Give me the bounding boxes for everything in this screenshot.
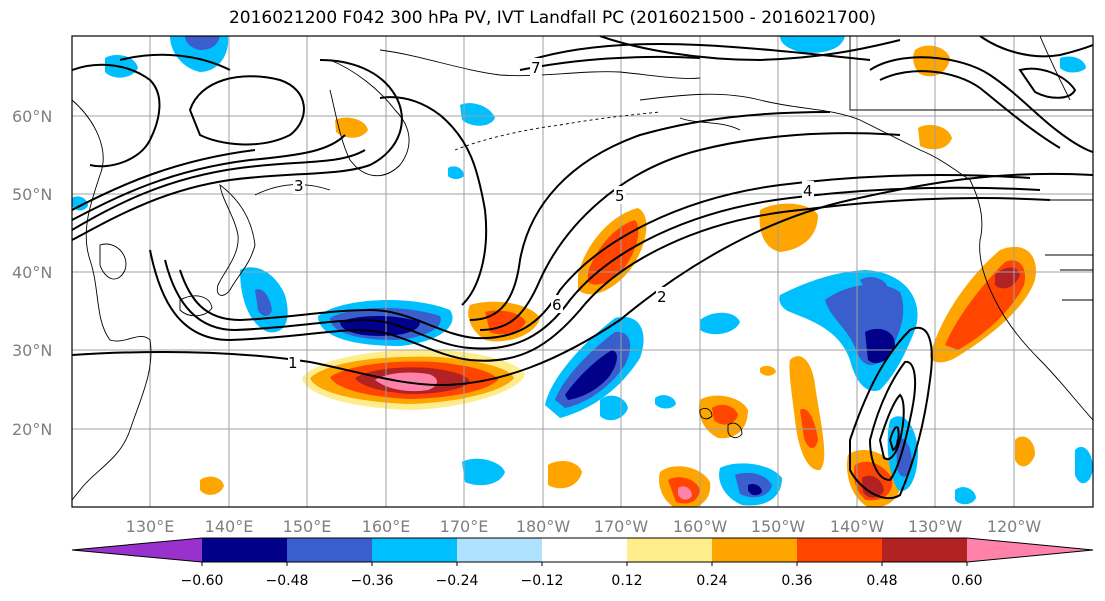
lon-label-150w: 150°W: [751, 517, 806, 536]
lat-label-20n: 20°N: [12, 420, 52, 439]
contour-label-6: 6: [552, 296, 562, 314]
map-frame: [71, 35, 1094, 508]
lat-label-50n: 50°N: [12, 185, 52, 204]
lon-label-160w: 160°W: [673, 517, 728, 536]
latitude-labels: 60°N 50°N 40°N 30°N 20°N: [12, 107, 52, 439]
colorbar-tick-label: 0.48: [866, 573, 897, 589]
contour-label-7: 7: [531, 59, 541, 77]
lon-label-160e: 160°E: [362, 517, 411, 536]
colorbar-tick-label: −0.24: [436, 573, 479, 589]
lon-label-130e: 130°E: [126, 517, 175, 536]
graticule: [72, 36, 1093, 507]
colorbar-bin: [372, 538, 457, 562]
lon-label-170e: 170°E: [440, 517, 489, 536]
lon-label-140w: 140°W: [830, 517, 885, 536]
contour-label-4: 4: [803, 182, 813, 200]
colorbar-tick-label: −0.36: [351, 573, 394, 589]
coastlines: [72, 36, 1093, 501]
colorbar-tick-label: −0.12: [521, 573, 564, 589]
colorbar-bin: [712, 538, 797, 562]
lon-label-140e: 140°E: [205, 517, 254, 536]
lon-label-180w: 180°W: [516, 517, 571, 536]
colorbar-tick-label: 0.60: [951, 573, 982, 589]
lon-label-120w: 120°W: [987, 517, 1042, 536]
contour-labels: 1 2 3 4 5 6 7: [288, 58, 814, 372]
contour-pv-1: [72, 172, 1093, 387]
contour-pv-2: [72, 59, 403, 241]
colorbar-tick-label: −0.60: [181, 573, 224, 589]
colorbar-tick-label: −0.48: [266, 573, 309, 589]
contour-label-2: 2: [657, 288, 667, 306]
colorbar-tick-label: 0.24: [696, 573, 727, 589]
colorbar-tick-label: 0.36: [781, 573, 812, 589]
colorbar-bin: [542, 538, 627, 562]
colorbar-bin: [627, 538, 712, 562]
lat-label-60n: 60°N: [12, 107, 52, 126]
lon-label-150e: 150°E: [283, 517, 332, 536]
colorbar-tick-label: 0.12: [611, 573, 642, 589]
colorbar: −0.60 −0.48 −0.36 −0.24 −0.12 0.12 0.24 …: [71, 537, 1094, 589]
colorbar-extend-min: [72, 538, 202, 562]
longitude-labels: 130°E 140°E 150°E 160°E 170°E 180°W 170°…: [126, 517, 1042, 536]
lon-label-130w: 130°W: [908, 517, 963, 536]
lon-label-170w: 170°W: [594, 517, 649, 536]
colorbar-bin: [287, 538, 372, 562]
map-title: 2016021200 F042 300 hPa PV, IVT Landfall…: [228, 8, 876, 28]
colorbar-bin: [202, 538, 287, 562]
colorbar-bin: [882, 538, 967, 562]
contour-label-5: 5: [615, 187, 625, 205]
lat-label-40n: 40°N: [12, 263, 52, 282]
pv-contours: [72, 36, 1093, 500]
contour-label-3: 3: [294, 177, 304, 195]
colorbar-extend-max: [967, 538, 1093, 562]
colorbar-bin: [797, 538, 882, 562]
colorbar-bin: [457, 538, 542, 562]
contour-label-1: 1: [288, 354, 298, 372]
lat-label-30n: 30°N: [12, 341, 52, 360]
